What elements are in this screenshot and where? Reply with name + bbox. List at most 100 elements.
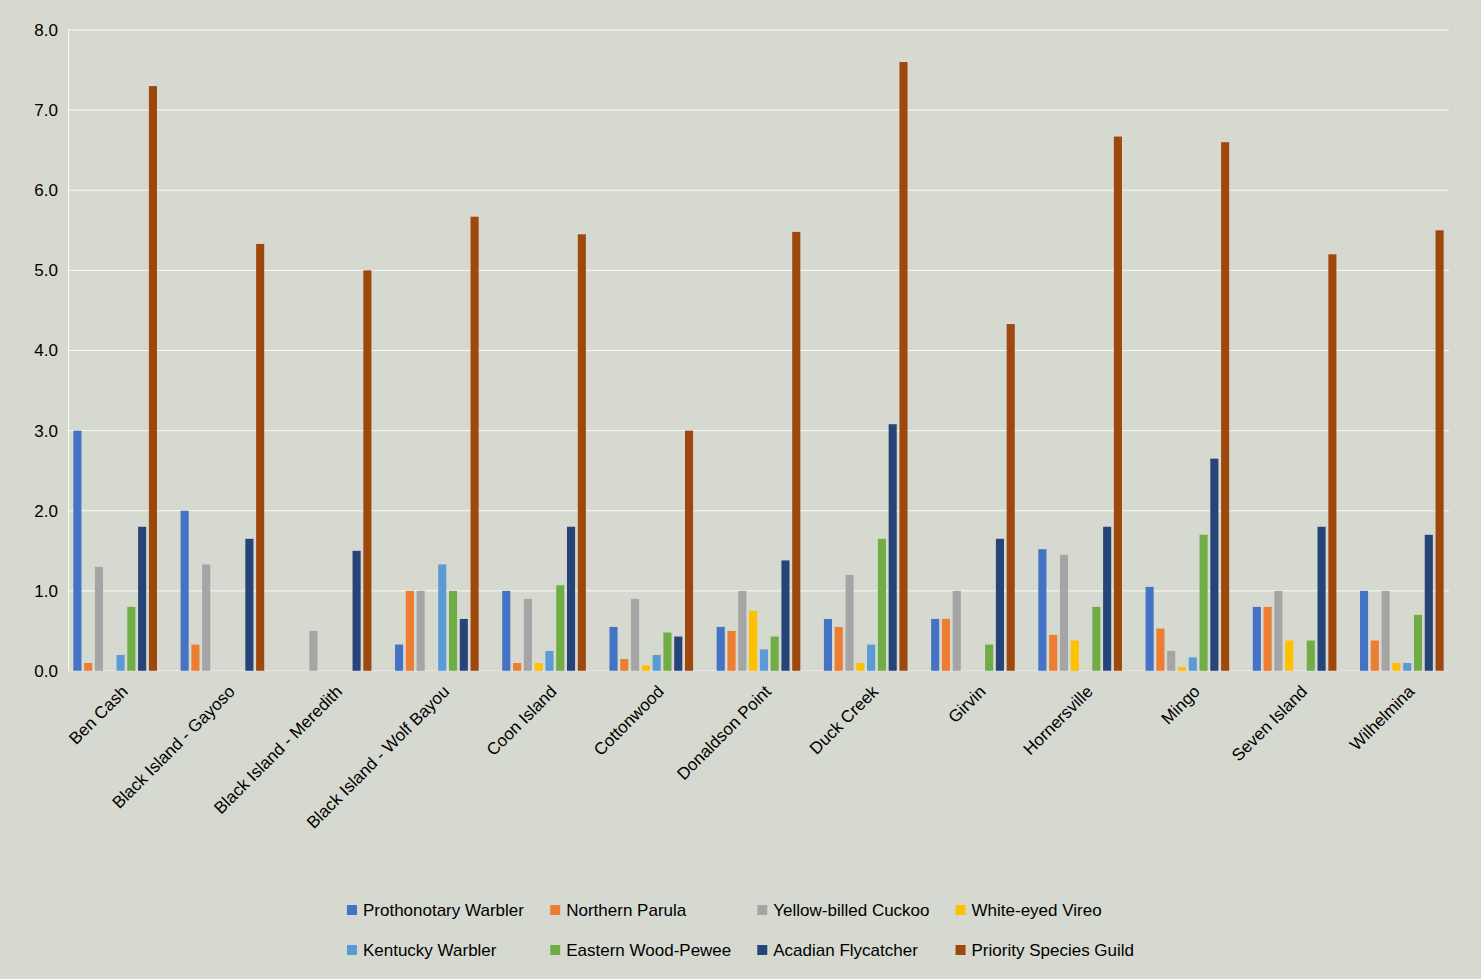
y-tick-label: 8.0 [34,21,58,40]
x-tick-label: Cottonwood [590,682,668,760]
legend-item: Kentucky Warbler [347,941,497,960]
bar [363,270,371,671]
bar [899,62,907,671]
bar [1274,591,1282,671]
bar [771,637,779,671]
legend-label: Eastern Wood-Pewee [566,941,731,960]
bar [631,599,639,671]
bar [535,663,543,671]
bar [460,619,468,671]
legend: Prothonotary WarblerNorthern ParulaYello… [347,901,1134,960]
bar [202,564,210,671]
bar [245,539,253,671]
bar [73,431,81,671]
grid-line [68,190,1449,191]
bar [663,633,671,671]
series [95,555,1390,671]
bar [878,539,886,671]
legend-item: White-eyed Vireo [956,901,1102,920]
bar [867,645,875,671]
grid-line [68,510,1449,511]
bar [760,649,768,671]
bar [1328,254,1336,671]
x-tick-label: Mingo [1158,682,1204,728]
bar [824,619,832,671]
bar [438,564,446,671]
x-tick: Wilhelmina [1346,671,1419,754]
bar [1436,230,1444,671]
bar [1382,591,1390,671]
bar [1156,629,1164,671]
grid-line [68,270,1449,271]
y-axis-line [68,31,69,672]
bar [149,86,157,671]
legend-item: Prothonotary Warbler [347,901,524,920]
legend-swatch [550,905,560,915]
y-tick-label: 6.0 [34,181,58,200]
bar [1221,142,1229,671]
legend-swatch [347,905,357,915]
bar [1371,641,1379,671]
y-tick-label: 2.0 [34,502,58,521]
legend-item: Eastern Wood-Pewee [550,941,731,960]
bar [749,611,757,671]
series [84,591,1379,671]
bar [996,539,1004,671]
bar [417,591,425,671]
grid-line [68,30,1449,31]
x-tick: Hornersville [1020,671,1097,759]
y-tick-label: 3.0 [34,422,58,441]
bar [95,567,103,671]
x-tick-label: Girvin [945,682,990,727]
x-tick-label: Wilhelmina [1346,682,1419,755]
legend-item: Priority Species Guild [956,941,1135,960]
x-tick-label: Black Island - Gayoso [109,682,239,812]
bar [84,663,92,671]
grid-line [68,430,1449,431]
y-tick: 5.0 [34,261,68,280]
legend-swatch [347,945,357,955]
bar [181,511,189,671]
bar [609,627,617,671]
x-tick-label: Black Island - Wolf Bayou [303,682,453,832]
x-tick: Cottonwood [590,671,668,760]
y-tick-label: 7.0 [34,101,58,120]
x-tick-label: Duck Creek [806,682,883,759]
x-tick-label: Donaldson Point [673,682,775,784]
x-tick: Ben Cash [65,671,131,748]
x-tick-label: Ben Cash [65,682,131,748]
bar [1092,607,1100,671]
bar [1103,527,1111,671]
series [138,424,1433,671]
bar [353,551,361,671]
bar [556,585,564,671]
bar [1189,657,1197,671]
bar [717,627,725,671]
bar [309,631,317,671]
bar [727,631,735,671]
bar [578,234,586,671]
y-tick: 6.0 [34,181,68,200]
bar [792,232,800,671]
x-tick: Coon Island [483,671,561,760]
y-tick: 8.0 [34,21,68,40]
bar [256,244,264,671]
bar [1264,607,1272,671]
x-axis-line [69,671,1450,673]
bar [406,591,414,671]
bar [127,607,135,671]
bar [1200,535,1208,671]
legend-swatch [757,945,767,955]
series [535,611,1401,671]
y-tick-label: 1.0 [34,582,58,601]
bar [524,599,532,671]
bar [1007,324,1015,671]
bar [1318,527,1326,671]
legend-label: Northern Parula [566,901,687,920]
bar [1114,137,1122,671]
bar [835,627,843,671]
y-tick: 4.0 [34,341,68,360]
series [73,431,1368,671]
x-tick: Mingo [1158,671,1204,728]
x-tick: Seven Island [1228,671,1311,765]
